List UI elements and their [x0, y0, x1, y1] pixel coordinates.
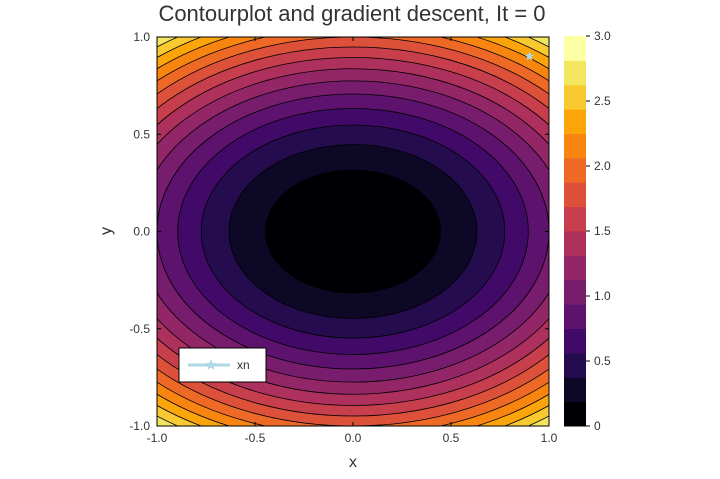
y-axis-label: y [98, 227, 115, 235]
colorbar-segment [564, 352, 586, 378]
colorbar-ticks: 0 0.5 1.0 1.5 2.0 2.5 3.0 [586, 29, 611, 433]
colorbar-segment [564, 182, 586, 208]
colorbar-tick-label: 2.5 [594, 94, 611, 108]
colorbar-segment [564, 157, 586, 183]
colorbar-segment [564, 206, 586, 232]
contour-line [228, 144, 478, 319]
x-axis-ticks: -1.0 -0.5 0.0 0.5 1.0 [147, 37, 558, 445]
x-tick-label: -0.5 [245, 431, 266, 445]
contour-line [157, 57, 549, 406]
y-tick-label: -0.5 [129, 322, 150, 336]
contour-line [157, 68, 549, 395]
legend-label: xn [237, 358, 250, 372]
colorbar-segment [564, 328, 586, 354]
colorbar-segment [564, 304, 586, 329]
colorbar-tick-label: 1.5 [594, 224, 611, 238]
colorbar-segment [564, 401, 586, 427]
contour-line [157, 46, 549, 417]
x-tick-label: 0.0 [345, 431, 362, 445]
colorbar-segment [564, 231, 586, 256]
x-axis-label: x [349, 454, 357, 471]
y-tick-label: -1.0 [129, 419, 150, 433]
contour-line [177, 108, 529, 355]
y-tick-label: 1.0 [133, 30, 150, 44]
x-tick-label: 1.0 [541, 431, 558, 445]
x-tick-label: 0.5 [443, 431, 460, 445]
contour-line [157, 80, 549, 383]
colorbar-tick-label: 2.0 [594, 159, 611, 173]
y-axis-ticks: -1.0 -0.5 0.0 0.5 1.0 [129, 30, 549, 433]
colorbar-segment [564, 377, 586, 403]
colorbar-tick-label: 0.5 [594, 354, 611, 368]
colorbar [564, 36, 586, 427]
legend[interactable]: xn [178, 347, 267, 383]
colorbar-tick-label: 3.0 [594, 29, 611, 43]
colorbar-tick-label: 1.0 [594, 289, 611, 303]
colorbar-segment [564, 279, 586, 305]
chart-title: Contourplot and gradient descent, It = 0 [158, 1, 545, 26]
contour-line [264, 169, 442, 294]
contour-line [200, 124, 506, 339]
contour-line [157, 93, 549, 370]
y-tick-label: 0.0 [133, 225, 150, 239]
contour-band [265, 169, 441, 294]
colorbar-segment [564, 133, 586, 159]
colorbar-segment [564, 255, 586, 281]
data-series [524, 51, 535, 61]
colorbar-tick-label: 0 [594, 419, 601, 433]
colorbar-segment [564, 109, 586, 134]
legend-star-icon [205, 359, 217, 370]
x-tick-label: -1.0 [147, 431, 168, 445]
contour-lines [157, 37, 549, 426]
xn-point [524, 51, 535, 61]
y-tick-label: 0.5 [133, 127, 150, 141]
colorbar-segment [564, 36, 586, 61]
colorbar-segment [564, 84, 586, 110]
colorbar-segment [564, 60, 586, 86]
plot-area [157, 37, 549, 426]
